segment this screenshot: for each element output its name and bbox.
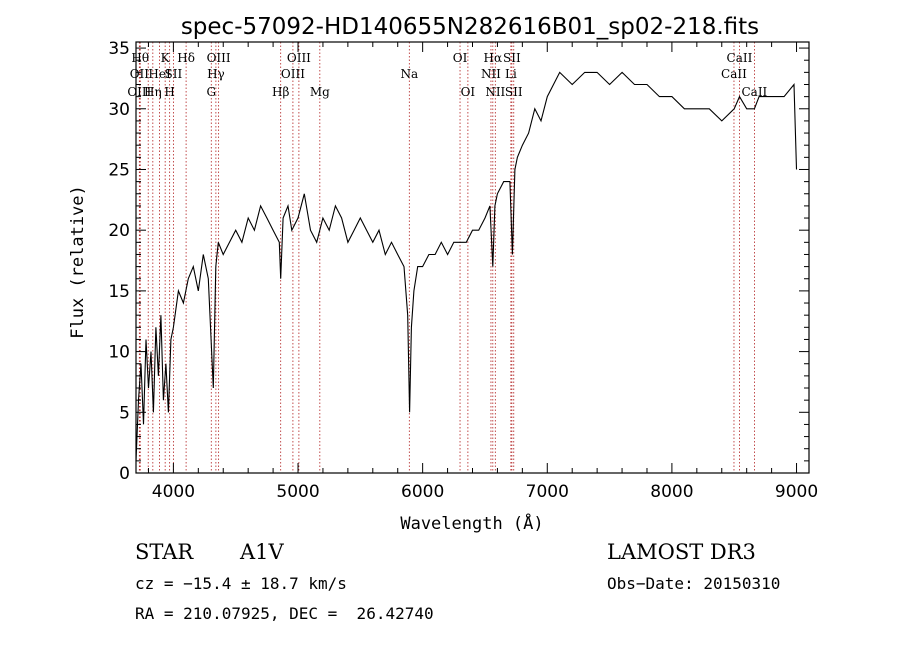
line-label: CaII — [741, 85, 767, 99]
line-label: Li — [505, 67, 517, 81]
y-tick-label: 30 — [108, 100, 130, 120]
x-tick-label: 8000 — [650, 482, 693, 502]
x-tick-label: 5000 — [276, 482, 319, 502]
y-tick-label: 25 — [108, 160, 130, 180]
line-label: Hδ — [177, 51, 195, 65]
line-label: Na — [400, 67, 418, 81]
x-axis: 4000 5000 6000 7000 8000 9000 — [147, 42, 818, 502]
line-label: OIII — [207, 51, 231, 65]
x-axis-label: Wavelength (Å) — [400, 512, 543, 534]
y-tick-label: 20 — [108, 221, 130, 241]
line-label: OI — [453, 51, 468, 65]
line-label: SII — [165, 67, 183, 81]
line-label: OII — [130, 67, 150, 81]
redshift-readout: cz = −15.4 ± 18.7 km/s — [135, 574, 347, 593]
line-label: SII — [505, 85, 523, 99]
line-label: OI — [461, 85, 476, 99]
line-label: K — [161, 51, 171, 65]
line-label: H — [164, 85, 174, 99]
line-label: OIII — [127, 85, 151, 99]
line-label: CaII — [727, 51, 753, 65]
line-label: Hβ — [272, 85, 289, 99]
line-label: SII — [503, 51, 521, 65]
spectral-line-labels: HθOIIOIIIHηHeIKHSIIHδGHγOIIIHβOIIIOIIIMg… — [127, 51, 767, 99]
y-tick-label: 15 — [108, 282, 130, 302]
x-tick-label: 7000 — [526, 482, 569, 502]
line-label: Hθ — [131, 51, 149, 65]
object-class: STAR — [135, 540, 194, 564]
y-tick-label: 5 — [119, 403, 130, 423]
y-axis: 0 5 10 15 20 25 30 35 — [108, 39, 809, 484]
line-label: OIII — [281, 67, 305, 81]
chart-title: spec-57092-HD140655N282616B01_sp02-218.f… — [181, 14, 759, 40]
line-label: Mg — [310, 85, 330, 99]
spectral-line-markers — [138, 42, 755, 473]
line-label: Hγ — [207, 67, 225, 81]
observation-date: Obs−Date: 20150310 — [607, 574, 781, 593]
line-label: G — [206, 85, 216, 99]
survey-name: LAMOST DR3 — [607, 540, 756, 564]
line-label: Hη — [144, 85, 162, 99]
y-tick-label: 0 — [119, 464, 130, 484]
spectral-subclass: A1V — [240, 540, 284, 564]
line-label: NII — [485, 85, 505, 99]
x-tick-label: 6000 — [401, 482, 444, 502]
x-tick-label: 4000 — [152, 482, 195, 502]
line-label: CaII — [721, 67, 747, 81]
y-axis-label: Flux (relative) — [68, 185, 88, 339]
line-label: Hα — [484, 51, 503, 65]
coordinates-readout: RA = 210.07925, DEC = 26.42740 — [135, 604, 434, 623]
line-label: OIII — [287, 51, 311, 65]
x-tick-label: 9000 — [775, 482, 818, 502]
line-label: HeI — [148, 67, 171, 81]
spectrum-line — [135, 71, 798, 461]
y-tick-label: 35 — [108, 39, 130, 59]
y-tick-label: 10 — [108, 343, 130, 363]
plot-frame — [135, 41, 810, 474]
line-label: NII — [481, 67, 501, 81]
